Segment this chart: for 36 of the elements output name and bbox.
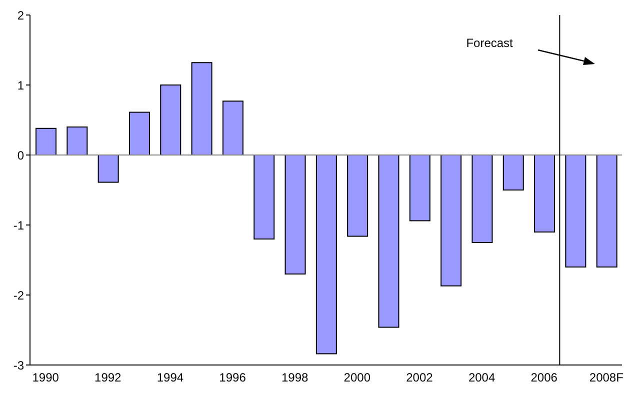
bar: [440, 154, 462, 286]
bar: [409, 154, 430, 222]
bar: [347, 154, 368, 237]
bar: [254, 154, 275, 240]
x-tick-label: 2002: [406, 370, 434, 385]
x-tick-label: 1994: [156, 370, 184, 385]
x-tick-label: 2008F: [589, 370, 624, 385]
bar: [596, 154, 618, 268]
bar: [160, 84, 182, 156]
bar: [534, 154, 556, 232]
bar: [472, 154, 493, 243]
x-tick-label: 2004: [468, 370, 496, 385]
bar: [502, 154, 524, 190]
bar: [378, 154, 400, 328]
x-tick-label: 1992: [94, 370, 122, 385]
bar: [36, 128, 56, 156]
bar: [284, 154, 306, 274]
bar: [98, 154, 119, 183]
y-tick-label: -1: [13, 218, 24, 232]
y-tick-label: -2: [13, 288, 24, 302]
y-tick-label: 1: [17, 78, 24, 92]
bar: [128, 112, 150, 156]
x-tick-label: 2006: [530, 370, 558, 385]
y-tick-label: 0: [17, 148, 24, 162]
x-tick-label: 1990: [32, 370, 60, 385]
y-tick-label: 2: [17, 8, 24, 22]
annotation: Forecast: [466, 36, 513, 50]
bar: [66, 126, 88, 156]
x-tick-label: 1998: [281, 370, 309, 385]
bar: [565, 154, 586, 268]
bar: [191, 62, 212, 156]
x-tick-label: 2000: [344, 370, 371, 385]
y-tick-label: -3: [13, 358, 24, 372]
bar: [222, 100, 244, 156]
x-tick-label: 1996: [219, 370, 246, 385]
bar: [316, 154, 337, 354]
